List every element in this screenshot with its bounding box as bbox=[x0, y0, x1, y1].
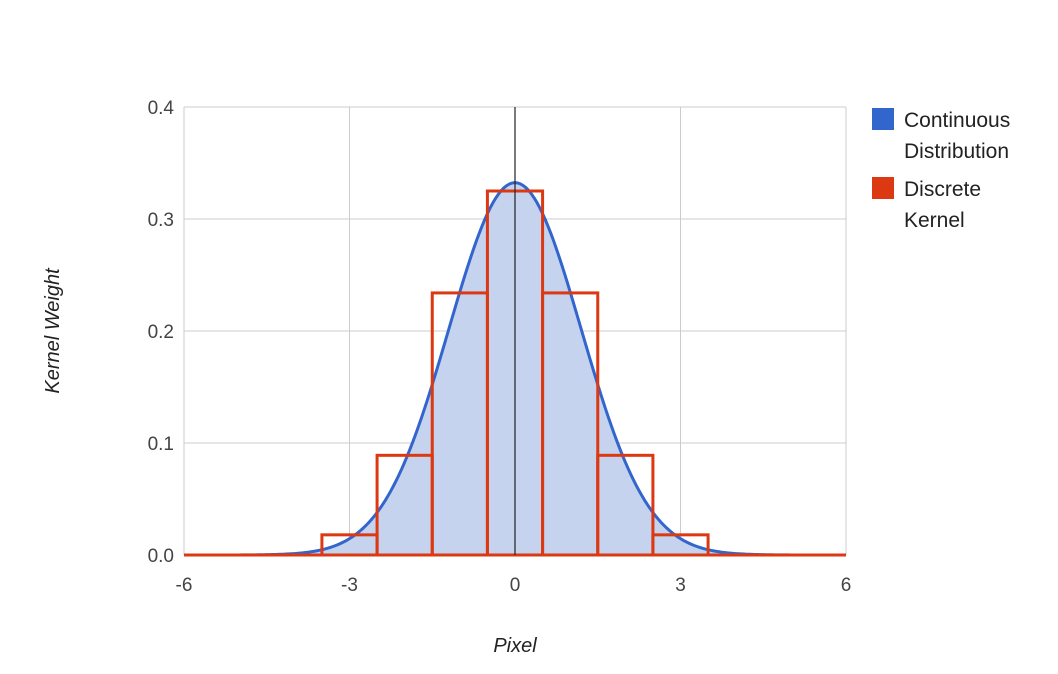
discrete-kernel-layer bbox=[184, 189, 846, 557]
y-tick-label: 0.2 bbox=[148, 322, 174, 343]
tick-labels: 0.0 0.1 0.2 0.3 0.4 -6 -3 0 3 6 bbox=[148, 98, 852, 596]
legend: Continuous Distribution Discrete Kernel bbox=[872, 108, 1010, 232]
x-tick-label: 6 bbox=[841, 575, 852, 596]
y-tick-label: 0.3 bbox=[148, 210, 174, 231]
x-tick-label: 0 bbox=[510, 575, 521, 596]
y-axis-title: Kernel Weight bbox=[42, 267, 64, 394]
legend-label: Discrete bbox=[904, 178, 981, 201]
x-tick-label: -3 bbox=[341, 575, 358, 596]
legend-label: Kernel bbox=[904, 209, 965, 232]
legend-swatch bbox=[872, 108, 894, 130]
x-tick-label: 3 bbox=[675, 575, 686, 596]
y-tick-label: 0.1 bbox=[148, 434, 174, 455]
y-tick-label: 0.4 bbox=[148, 98, 175, 119]
legend-swatch bbox=[872, 177, 894, 199]
legend-label: Continuous bbox=[904, 109, 1010, 132]
y-tick-label: 0.0 bbox=[148, 546, 174, 567]
x-axis-title: Pixel bbox=[493, 635, 537, 657]
x-tick-label: -6 bbox=[176, 575, 193, 596]
legend-label: Distribution bbox=[904, 140, 1009, 163]
